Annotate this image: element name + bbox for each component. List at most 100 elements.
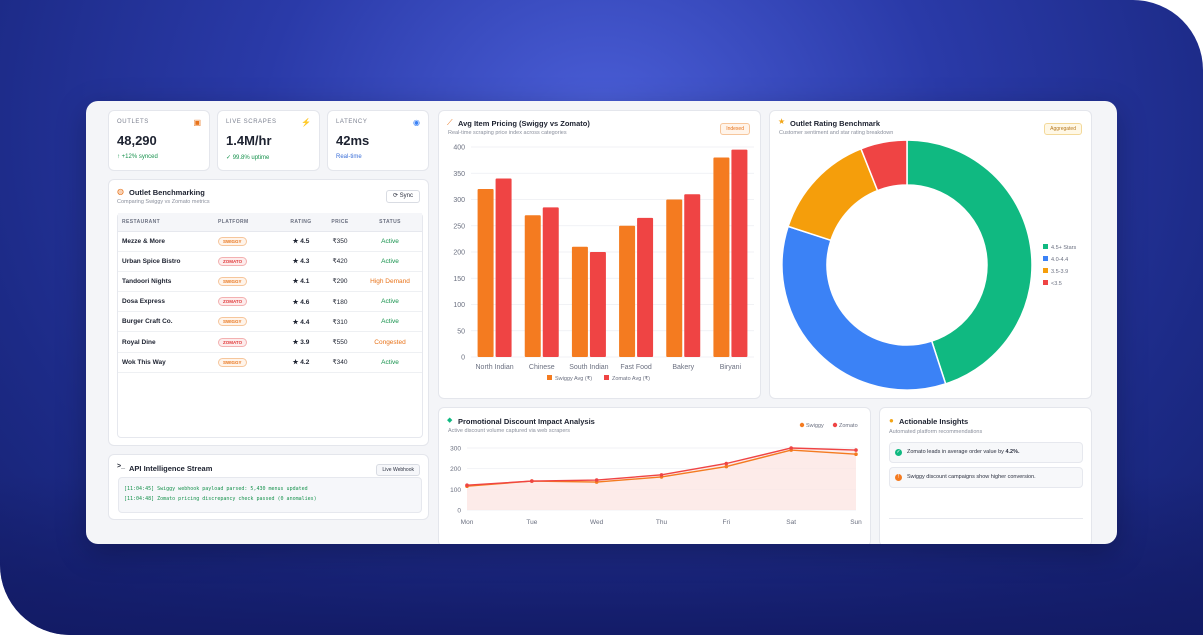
status-badge: Active (358, 231, 422, 252)
data-point (789, 446, 793, 450)
column-header[interactable]: RATING (280, 213, 322, 232)
price-cell: ₹310 (322, 311, 358, 333)
status-badge: Active (358, 291, 422, 313)
price-cell: ₹350 (322, 231, 358, 252)
bar-swiggy (713, 157, 730, 357)
divider (889, 518, 1083, 519)
restaurant-name: Urban Spice Bistro (118, 251, 214, 272)
insight-text: Zomato leads in average order value by (907, 449, 1006, 455)
donut-slice (860, 139, 908, 192)
card-subtitle: Automated platform recommendations (889, 429, 983, 435)
table-header-row: RESTAURANT PLATFORM RATING PRICE STATUS (118, 213, 422, 232)
rating-value: 4.6 (300, 298, 310, 306)
stat-label: LATENCY (336, 119, 368, 125)
x-tick-label: Chinese (529, 364, 555, 371)
card-subtitle: Real-time scraping price index across ca… (448, 130, 567, 136)
promo-line-chart: 0 100 200 300 Mon Tue Wed Thu Fri Sat Sun Swiggy Zom… (450, 422, 862, 526)
platform-cell: ZOMATO (214, 291, 280, 313)
star-icon: ★ (778, 117, 786, 126)
price-cell: ₹290 (322, 271, 358, 293)
star-icon: ★ (292, 359, 301, 367)
chart-icon: ◍ (117, 187, 124, 196)
y-tick-label: 300 (450, 446, 461, 453)
live-webhook-badge: Live Webhook (376, 464, 420, 476)
insight-item[interactable]: ✓ Zomato leads in average order value by… (889, 442, 1083, 463)
legend-swatch (604, 375, 609, 380)
x-tick-label: Tue (526, 519, 537, 526)
legend-swatch (1043, 256, 1048, 261)
legend-swatch (547, 375, 552, 380)
sync-label: Sync (399, 193, 414, 199)
star-icon: ★ (292, 238, 301, 246)
restaurant-name: Tandoori Nights (118, 271, 214, 293)
y-tick-label: 300 (453, 197, 465, 204)
stat-card-latency[interactable]: LATENCY ◉ 42ms Real-time (327, 110, 429, 171)
log-line: [11:04:45] Swiggy webhook payload parsed… (124, 486, 308, 492)
platform-cell: SWIGGY (214, 311, 280, 333)
status-badge: High Demand (358, 271, 422, 293)
bar-swiggy (524, 215, 541, 357)
restaurant-name: Mezze & More (118, 231, 214, 252)
legend-label: Zomato Avg (₹) (612, 375, 650, 382)
rating-cell: ★ 4.5 (280, 231, 322, 252)
pricing-chart-card: ⟋ Avg Item Pricing (Swiggy vs Zomato) Re… (438, 110, 761, 399)
indexed-badge: Indexed (720, 123, 750, 135)
y-tick-label: 100 (453, 302, 465, 309)
insights-card: ● Actionable Insights Automated platform… (879, 407, 1092, 544)
table-row[interactable]: Royal Dine ZOMATO ★ 3.9 ₹550 Congested (118, 331, 422, 353)
x-tick-label: Fast Food (620, 364, 652, 371)
table-row[interactable]: Mezze & More SWIGGY ★ 4.5 ₹350 Active (118, 231, 422, 252)
legend-label: <3.5 (1051, 281, 1062, 287)
legend-swatch (1043, 268, 1048, 273)
card-subtitle: Comparing Swiggy vs Zomato metrics (117, 199, 210, 205)
rating-cell: ★ 3.9 (280, 331, 322, 353)
data-point (465, 483, 469, 487)
star-icon: ★ (292, 318, 301, 326)
legend-label: Zomato (839, 423, 858, 429)
line-chart-icon: ⟋ (447, 118, 453, 127)
platform-tag: SWIGGY (218, 276, 247, 286)
table-row[interactable]: Burger Craft Co. SWIGGY ★ 4.4 ₹310 Active (118, 311, 422, 333)
table-row[interactable]: Urban Spice Bistro ZOMATO ★ 4.3 ₹420 Active (118, 251, 422, 272)
rating-value: 4.1 (300, 278, 310, 286)
bar-swiggy (571, 246, 588, 357)
stat-sub: Real-time (336, 154, 362, 160)
y-tick-label: 50 (457, 328, 465, 335)
benchmark-table: RESTAURANT PLATFORM RATING PRICE STATUS … (118, 213, 422, 373)
column-header[interactable]: RESTAURANT (118, 213, 214, 232)
x-tick-label: Sun (850, 519, 862, 526)
sync-button[interactable]: ⟳ Sync (386, 190, 420, 203)
y-tick-label: 150 (453, 276, 465, 283)
bar-zomato (731, 149, 748, 357)
legend-swatch (1043, 280, 1048, 285)
donut-slice (906, 139, 1033, 385)
x-tick-label: Mon (461, 519, 474, 526)
stat-card-outlets[interactable]: OUTLETS ▣ 48,290 ↑ +12% synced (108, 110, 210, 171)
area-fill (467, 448, 856, 510)
data-point (530, 479, 534, 483)
table-row[interactable]: Dosa Express ZOMATO ★ 4.6 ₹180 Active (118, 291, 422, 313)
column-header[interactable]: STATUS (358, 213, 422, 232)
column-header[interactable]: PRICE (322, 213, 358, 232)
bar-swiggy (666, 199, 683, 357)
data-point (659, 473, 664, 477)
rating-cell: ★ 4.4 (280, 311, 322, 333)
benchmark-card: ◍ Outlet Benchmarking Comparing Swiggy v… (108, 179, 429, 446)
platform-cell: SWIGGY (214, 231, 280, 252)
table-row[interactable]: Wok This Way SWIGGY ★ 4.2 ₹340 Active (118, 352, 422, 373)
restaurant-name: Dosa Express (118, 291, 214, 313)
pricing-bar-chart: 0 50 100 150 200 250 300 350 400 North Indian Chin… (453, 145, 754, 382)
stat-card-live-scrapes[interactable]: LIVE SCRAPES ⚡ 1.4M/hr ✓ 99.8% uptime (217, 110, 320, 171)
insight-item[interactable]: ! Swiggy discount campaigns show higher … (889, 467, 1083, 488)
column-header[interactable]: PLATFORM (214, 213, 280, 232)
refresh-icon: ⟳ (392, 193, 398, 199)
card-title: Promotional Discount Impact Analysis (458, 417, 595, 426)
table-row[interactable]: Tandoori Nights SWIGGY ★ 4.1 ₹290 High Deman… (118, 271, 422, 293)
rating-value: 3.9 (300, 339, 310, 347)
info-icon: ! (895, 474, 902, 481)
bar-zomato (495, 178, 512, 357)
rating-value: 4.4 (300, 318, 310, 326)
legend-label: 4.5+ Stars (1051, 245, 1076, 251)
card-subtitle: Active discount volume captured via web … (448, 428, 570, 434)
bar-zomato (542, 207, 559, 357)
